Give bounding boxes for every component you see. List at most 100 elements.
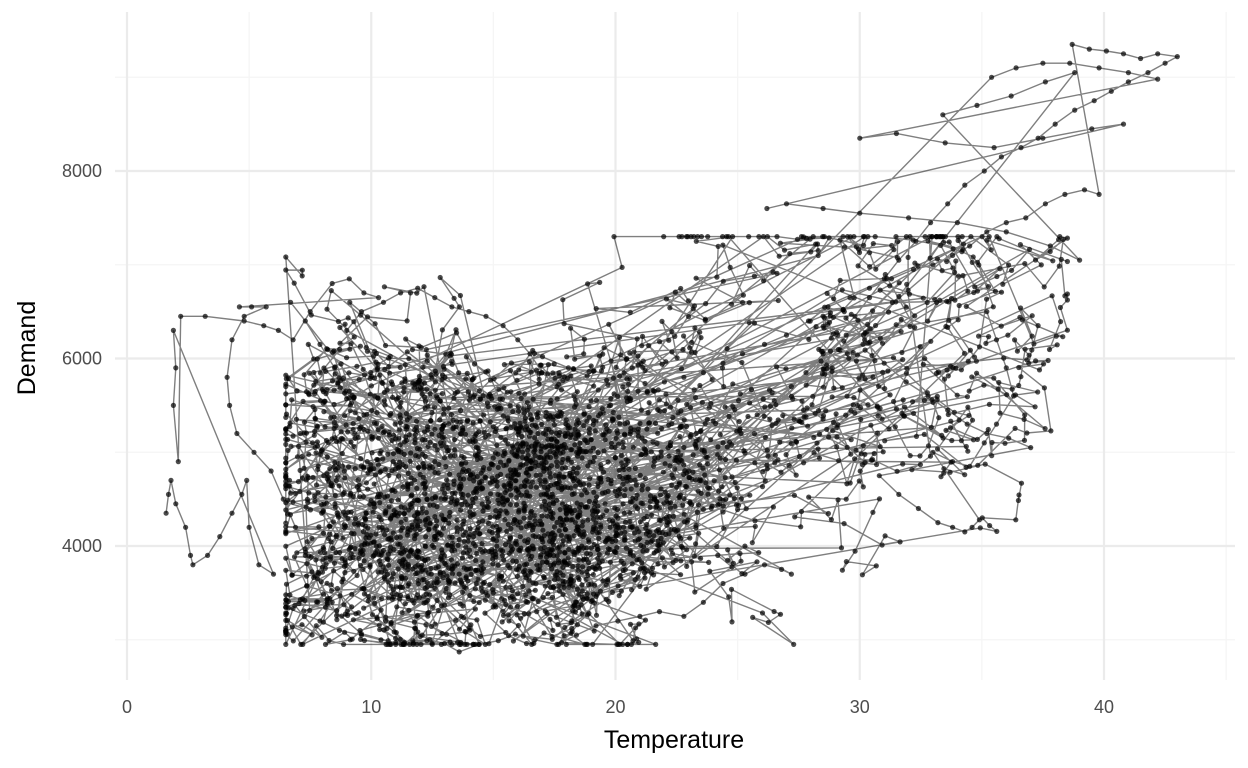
data-point (441, 406, 447, 412)
data-point (681, 417, 687, 423)
data-point (867, 264, 873, 270)
data-point (526, 552, 532, 559)
data-point (637, 583, 643, 590)
data-point (487, 419, 493, 425)
data-point (681, 462, 687, 468)
data-point (574, 500, 580, 506)
data-point (375, 491, 381, 498)
data-point (680, 346, 686, 353)
data-point (299, 622, 305, 628)
data-point (910, 266, 917, 272)
data-point (314, 356, 320, 362)
data-point (1096, 65, 1102, 71)
data-point (1081, 187, 1088, 193)
data-point (872, 234, 878, 240)
data-point (698, 427, 704, 434)
data-point (936, 415, 942, 421)
data-point (716, 467, 723, 473)
data-point (764, 466, 770, 472)
data-point (948, 418, 954, 424)
data-point (415, 523, 421, 529)
data-point (840, 234, 846, 240)
data-point (788, 441, 795, 447)
data-point (380, 380, 386, 386)
data-point (699, 399, 706, 406)
data-point (397, 534, 403, 540)
data-point (960, 247, 966, 253)
data-point (703, 301, 709, 307)
data-point (524, 466, 531, 472)
data-point (1054, 342, 1060, 348)
data-point (542, 608, 548, 614)
data-point (414, 290, 420, 296)
data-point (984, 296, 990, 302)
data-point (536, 521, 542, 527)
data-point (529, 443, 535, 449)
data-point (519, 449, 526, 455)
data-point (251, 449, 257, 455)
data-point (597, 588, 604, 594)
data-point (521, 611, 527, 617)
data-point (715, 243, 721, 249)
data-point (662, 489, 668, 495)
data-point (547, 449, 553, 455)
data-point (351, 443, 357, 450)
data-point (798, 508, 805, 515)
data-point (229, 510, 235, 516)
data-point (732, 407, 738, 413)
data-point (413, 595, 419, 601)
data-point (343, 422, 349, 428)
data-point (1026, 360, 1032, 366)
data-point (467, 531, 473, 538)
data-point (389, 487, 395, 494)
data-point (739, 571, 745, 577)
data-point (746, 300, 753, 306)
data-point (619, 264, 625, 270)
data-point (798, 524, 804, 530)
data-point (283, 381, 289, 387)
data-point (657, 408, 663, 414)
data-point (945, 407, 951, 413)
data-point (270, 571, 277, 577)
data-point (306, 490, 312, 496)
data-point (449, 641, 455, 648)
data-point (501, 362, 507, 368)
data-point (891, 247, 897, 253)
data-point (506, 618, 512, 624)
data-point (342, 557, 348, 563)
data-point (547, 616, 553, 622)
data-point (380, 299, 387, 305)
data-point (575, 575, 581, 581)
data-point (867, 326, 873, 332)
data-point (746, 319, 752, 326)
data-point (434, 576, 440, 582)
data-point (906, 291, 913, 297)
data-point (339, 579, 345, 585)
data-point (749, 540, 755, 546)
data-point (820, 205, 826, 212)
data-point (655, 430, 661, 436)
data-point (482, 641, 488, 648)
data-point (995, 386, 1001, 392)
data-point (510, 409, 516, 415)
data-point (422, 585, 428, 592)
data-point (656, 547, 662, 553)
data-point (398, 504, 404, 510)
data-point (445, 482, 451, 488)
data-point (309, 535, 315, 542)
data-point (432, 295, 438, 301)
data-point (852, 410, 858, 416)
data-point (495, 464, 501, 470)
data-point (754, 559, 760, 565)
data-point (991, 375, 997, 381)
data-point (443, 561, 449, 568)
data-point (514, 441, 521, 447)
data-point (297, 597, 303, 603)
data-point (827, 310, 834, 316)
data-point (940, 112, 946, 118)
data-point (667, 443, 674, 449)
data-point (658, 449, 664, 455)
data-point (505, 521, 511, 528)
data-point (413, 453, 419, 459)
data-point (705, 491, 711, 497)
